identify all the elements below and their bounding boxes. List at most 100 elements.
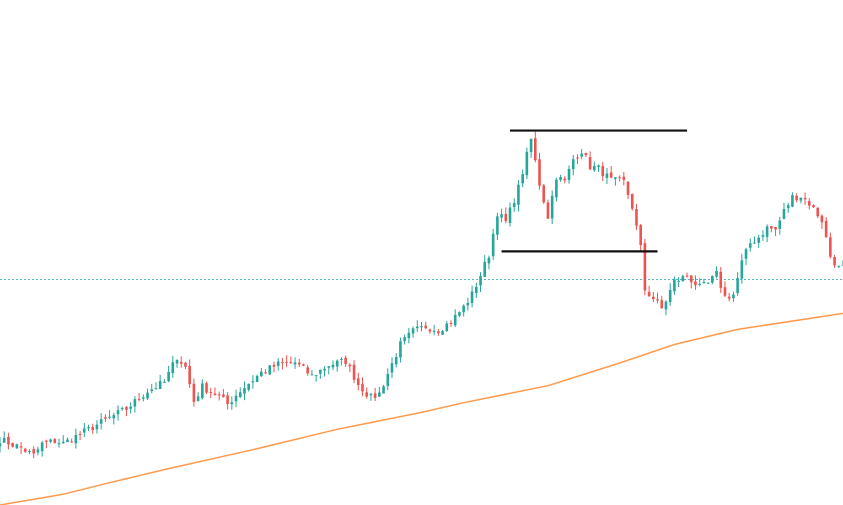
candle-up [462, 305, 465, 313]
candle-up [736, 278, 739, 294]
candle-up [403, 337, 406, 342]
candle-down [344, 357, 347, 364]
candle-down [281, 361, 284, 363]
candle-down [807, 201, 811, 206]
candle-up [706, 282, 710, 284]
candle-down [774, 226, 777, 230]
candle-up [382, 386, 385, 394]
candle-down [449, 322, 453, 324]
candle-up [550, 195, 554, 219]
candle-down [719, 271, 723, 288]
candle-down [7, 436, 10, 445]
candle-up [571, 159, 575, 170]
candle-up [702, 281, 706, 284]
candle-down [19, 446, 23, 448]
candle-up [432, 330, 436, 332]
candle-down [622, 176, 626, 180]
candle-up [120, 408, 124, 410]
candle-up [394, 356, 398, 365]
candle-up [293, 362, 297, 365]
candle-up [458, 312, 461, 316]
candle-up [512, 203, 516, 208]
candle-down [601, 166, 605, 177]
candle-up [327, 366, 331, 368]
candle-up [765, 226, 769, 237]
candle-up [668, 289, 672, 303]
candle-up [142, 397, 145, 399]
candle-down [297, 362, 301, 365]
candle-up [40, 442, 44, 452]
candle-up [61, 441, 65, 444]
candle-up [0, 443, 2, 447]
candle-up [319, 369, 322, 374]
candle-up [445, 323, 449, 332]
candle-down [348, 364, 352, 367]
candle-up [83, 428, 86, 433]
moving-average-line [0, 312, 843, 505]
candle-up [791, 195, 794, 207]
candle-up [201, 383, 204, 399]
candle-up [331, 364, 335, 368]
candle-down [272, 364, 276, 367]
candle-up [559, 176, 562, 180]
candle-up [310, 374, 314, 376]
candle-down [660, 300, 664, 309]
candle-up [786, 205, 790, 209]
candle-up [508, 207, 512, 224]
candle-up [15, 444, 19, 449]
candle-down [352, 364, 356, 380]
candle-down [184, 362, 187, 367]
candle-up [255, 375, 259, 382]
candle-down [563, 178, 567, 181]
candle-up [555, 179, 558, 198]
candle-up [732, 294, 735, 299]
candle-up [593, 165, 596, 171]
candle-down [816, 207, 820, 217]
candle-down [306, 367, 309, 374]
candle-down [803, 197, 807, 200]
candle-up [525, 151, 529, 176]
candle-down [618, 177, 621, 179]
candle-up [567, 168, 571, 180]
candle-up [420, 326, 423, 328]
candle-up [276, 361, 280, 366]
candle-up [243, 388, 246, 394]
candle-up [778, 220, 782, 229]
candle-up [116, 410, 120, 415]
candle-up [711, 276, 714, 283]
candle-down [45, 440, 48, 442]
candle-down [770, 226, 773, 229]
candle-down [217, 394, 221, 396]
candle-down [11, 442, 14, 447]
candle-up [129, 406, 132, 409]
candle-up [500, 214, 503, 218]
candle-up [36, 449, 40, 453]
candle-down [694, 281, 697, 286]
candle-down [356, 378, 360, 385]
candle-up [154, 388, 158, 390]
candle-up [251, 381, 255, 383]
candle-up [175, 360, 179, 364]
candle-up [230, 402, 234, 405]
candle-down [542, 185, 546, 203]
candle-up [49, 439, 52, 442]
candle-down [656, 299, 659, 301]
candle-down [125, 406, 128, 410]
candle-up [496, 216, 499, 235]
candle-up [369, 393, 373, 396]
candle-down [424, 325, 428, 329]
candle-down [192, 383, 196, 402]
candle-up [66, 439, 69, 443]
candle-up [150, 389, 154, 392]
candle-up [340, 359, 343, 360]
candle-up [681, 276, 685, 282]
candle-up [74, 434, 78, 444]
candle-down [179, 361, 183, 364]
candle-down [546, 202, 550, 219]
candle-up [95, 424, 99, 430]
candle-up [441, 331, 444, 335]
candle-up [407, 332, 411, 339]
candle-down [824, 220, 828, 238]
candle-down [437, 331, 440, 334]
